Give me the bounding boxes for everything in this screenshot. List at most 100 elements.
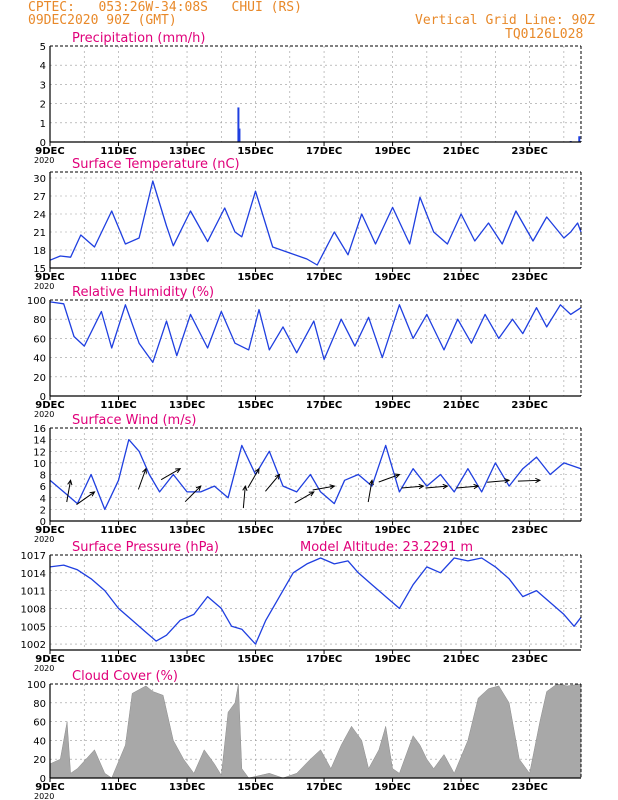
- x-tick-label: 17DEC: [306, 782, 342, 793]
- x-tick-label: 13DEC: [169, 146, 205, 157]
- x-tick-label: 9DEC: [35, 782, 64, 793]
- x-tick-label: 15DEC: [237, 654, 273, 665]
- x-tick-label: 19DEC: [374, 782, 410, 793]
- y-tick-label: 21: [33, 228, 46, 239]
- y-tick-label: 0: [40, 774, 46, 785]
- precip-bar: [238, 128, 241, 142]
- x-tick-label: 23DEC: [511, 272, 547, 283]
- wind-arrow: [456, 485, 479, 489]
- x-year-label: 2020: [34, 664, 54, 673]
- x-tick-label: 19DEC: [374, 146, 410, 157]
- header-grid-line: Vertical Grid Line: 90Z: [415, 13, 596, 28]
- series-line: [49, 180, 582, 266]
- y-tick-label: 4: [40, 494, 46, 505]
- panel-temperature: 15 18 21 24 27 30 9DEC 11DEC 13DEC 15DEC 17DEC 19DE…: [33, 157, 582, 291]
- y-tick-label: 100: [27, 296, 46, 307]
- wind-arrow: [378, 474, 400, 483]
- y-tick-label: 1005: [21, 622, 46, 633]
- wind-arrow: [247, 468, 260, 488]
- x-tick-label: 13DEC: [169, 400, 205, 411]
- wind-arrow-head: [368, 479, 374, 486]
- x-tick-label: 23DEC: [511, 525, 547, 536]
- y-tick-label: 60: [33, 718, 46, 729]
- x-tick-label: 23DEC: [511, 400, 547, 411]
- x-tick-label: 21DEC: [443, 146, 479, 157]
- wind-arrow: [242, 486, 246, 509]
- x-tick-label: 21DEC: [443, 654, 479, 665]
- x-tick-label: 13DEC: [169, 654, 205, 665]
- x-tick-label: 21DEC: [443, 272, 479, 283]
- y-tick-label: 1008: [21, 604, 46, 615]
- panel-precipitation: 0 1 2 3 4 5 9DEC 11DEC 13DEC 15DEC 17DEC 19DEC 21DEC…: [34, 31, 582, 165]
- x-tick-label: 17DEC: [306, 400, 342, 411]
- x-tick-label: 11DEC: [100, 525, 136, 536]
- y-tick-label: 100: [27, 680, 46, 691]
- y-tick-label: 6: [40, 482, 46, 493]
- wind-arrow: [425, 485, 448, 489]
- y-tick-label: 0: [40, 138, 46, 149]
- x-tick-label: 19DEC: [374, 400, 410, 411]
- header-station: CPTEC: 053:26W-34:08S CHUI (RS): [28, 0, 302, 15]
- wind-arrow-head: [242, 484, 248, 491]
- x-tick-label: 17DEC: [306, 654, 342, 665]
- x-year-label: 2020: [34, 535, 54, 544]
- y-tick-label: 10: [33, 459, 46, 470]
- header-model-code: TQ0126L028: [505, 27, 584, 42]
- y-tick-label: 20: [33, 755, 46, 766]
- y-tick-label: 2: [40, 100, 46, 111]
- panel-humidity: 0 20 40 60 80 100 9DEC 11DEC 13DEC 15DEC 17DEC 19DE…: [27, 285, 582, 419]
- y-tick-label: 15: [33, 264, 46, 275]
- y-tick-label: 3: [40, 80, 46, 91]
- y-tick-label: 2: [40, 505, 46, 516]
- y-tick-label: 1014: [21, 569, 46, 580]
- header-run-date: 09DEC2020 90Z (GMT): [28, 13, 177, 28]
- x-tick-label: 11DEC: [100, 654, 136, 665]
- series-line: [49, 557, 582, 645]
- wind-arrow: [265, 474, 280, 492]
- panel-cloud-cover: 0 20 40 60 80 100 9DEC 11DEC 13DEC 15DEC 17DEC 19DE…: [27, 669, 582, 800]
- wind-arrow-head: [274, 473, 281, 480]
- panel-title: Surface Temperature (nC): [72, 157, 240, 172]
- y-tick-label: 24: [33, 210, 46, 221]
- panel-pressure: 1002 1005 1008 1011 1014 1017 9DEC 11DEC 13DEC 15…: [21, 540, 582, 673]
- y-tick-label: 8: [40, 471, 46, 482]
- x-tick-label: 9DEC: [35, 146, 64, 157]
- panel-title: Surface Wind (m/s): [72, 413, 196, 428]
- y-tick-label: 27: [33, 192, 46, 203]
- x-tick-label: 19DEC: [374, 654, 410, 665]
- x-year-label: 2020: [34, 156, 54, 165]
- x-tick-label: 17DEC: [306, 146, 342, 157]
- y-tick-label: 1011: [21, 587, 46, 598]
- x-tick-label: 21DEC: [443, 525, 479, 536]
- x-tick-label: 11DEC: [100, 146, 136, 157]
- x-tick-label: 21DEC: [443, 782, 479, 793]
- x-tick-label: 21DEC: [443, 400, 479, 411]
- panel-title: Relative Humidity (%): [72, 285, 214, 300]
- wind-arrow: [294, 491, 315, 504]
- x-tick-label: 19DEC: [374, 272, 410, 283]
- series-line: [49, 301, 582, 364]
- x-year-label: 2020: [34, 410, 54, 419]
- wind-arrow-head: [442, 483, 449, 490]
- wind-arrow-head: [394, 473, 401, 479]
- wind-arrow: [66, 480, 72, 503]
- wind-arrow-head: [141, 467, 147, 474]
- y-tick-label: 80: [33, 699, 46, 710]
- x-tick-label: 9DEC: [35, 400, 64, 411]
- wind-arrow: [160, 468, 181, 481]
- wind-arrow: [312, 485, 335, 491]
- x-tick-label: 13DEC: [169, 525, 205, 536]
- wind-arrow-head: [89, 491, 96, 497]
- series-line: [49, 438, 582, 511]
- wind-arrow: [367, 480, 373, 503]
- x-tick-label: 11DEC: [100, 782, 136, 793]
- y-tick-label: 18: [33, 246, 46, 257]
- wind-arrow: [76, 491, 95, 505]
- x-tick-label: 19DEC: [374, 525, 410, 536]
- wind-arrow-head: [67, 479, 73, 486]
- wind-arrow-head: [473, 483, 480, 490]
- cloud-area: [49, 683, 582, 779]
- wind-arrow-head: [418, 483, 425, 490]
